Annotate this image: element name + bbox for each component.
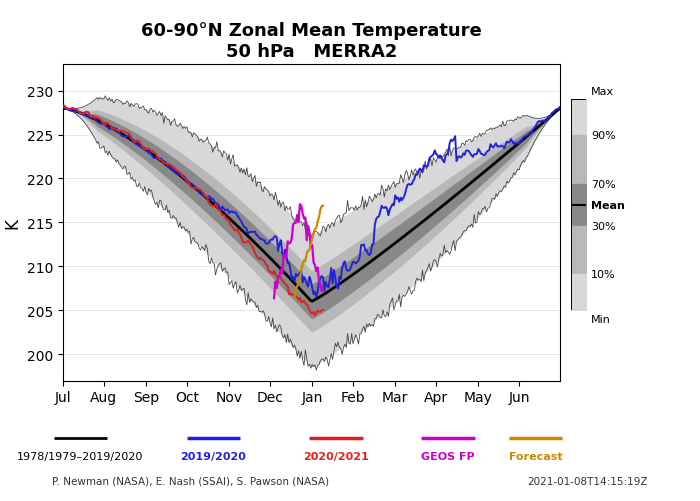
Text: 90%: 90% [592, 131, 616, 141]
Text: Mean: Mean [592, 200, 625, 210]
Text: 1978/1979–2019/2020: 1978/1979–2019/2020 [18, 451, 144, 461]
Y-axis label: K: K [4, 217, 21, 228]
Text: Forecast: Forecast [509, 451, 562, 461]
Text: 70%: 70% [592, 179, 616, 189]
Text: P. Newman (NASA), E. Nash (SSAI), S. Pawson (NASA): P. Newman (NASA), E. Nash (SSAI), S. Paw… [52, 476, 330, 486]
Text: Max: Max [592, 87, 615, 97]
Text: Min: Min [592, 314, 611, 324]
Text: 2019/2020: 2019/2020 [181, 451, 246, 461]
Text: GEOS FP: GEOS FP [421, 451, 475, 461]
Text: 2020/2021: 2020/2021 [303, 451, 369, 461]
Text: 2021-01-08T14:15:19Z: 2021-01-08T14:15:19Z [527, 476, 648, 486]
Text: 10%: 10% [592, 270, 616, 280]
Title: 60-90°N Zonal Mean Temperature
50 hPa   MERRA2: 60-90°N Zonal Mean Temperature 50 hPa ME… [141, 22, 482, 61]
Text: 30%: 30% [592, 221, 616, 231]
